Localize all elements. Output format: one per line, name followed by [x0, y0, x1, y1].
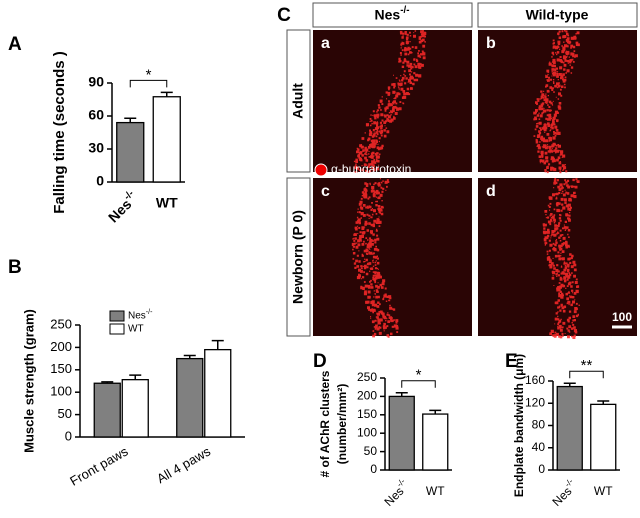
legend-swatch: [109, 310, 125, 322]
error-bar: [129, 374, 142, 380]
panel-letter: B: [8, 257, 22, 278]
row-header: Newborn (P 0): [290, 210, 306, 304]
panel-letter: D: [313, 351, 327, 372]
bar: [176, 357, 204, 438]
y-tick-label: 150: [50, 361, 72, 376]
error-bar: [429, 409, 442, 415]
signal-dots: [351, 178, 399, 338]
stain-label: α-bungarotoxin: [331, 162, 411, 176]
y-tick-label: 80: [532, 418, 546, 432]
error-bar: [211, 339, 224, 350]
error-bar: [395, 391, 408, 397]
tile-letter: b: [486, 35, 496, 52]
panel-letter: E: [505, 351, 518, 372]
significance-bracket: [569, 370, 604, 379]
row-header-box: [286, 29, 311, 173]
y-tick-label: 250: [50, 316, 72, 331]
y-tick-label: 100: [50, 384, 72, 399]
significance-bracket: [401, 380, 436, 388]
error-bar: [563, 382, 576, 387]
panel-letter: C: [277, 5, 291, 26]
bar: [152, 96, 181, 183]
bar: [121, 379, 149, 438]
column-header: Wild-type: [526, 7, 589, 23]
x-tick-label: WT: [594, 484, 613, 498]
significance-label: *: [146, 66, 152, 83]
bar: [116, 121, 145, 183]
y-tick-label: 160: [525, 373, 545, 387]
bar: [590, 403, 617, 471]
error-bar: [124, 117, 137, 123]
tile-letter: c: [321, 183, 330, 200]
bar: [204, 348, 232, 438]
column-header-box: [477, 2, 638, 28]
signal-dots: [353, 30, 427, 173]
micrographs: a b c d: [313, 30, 637, 339]
y-axis-label: Falling time (seconds ): [51, 51, 68, 214]
bar: [93, 382, 121, 438]
y-tick-label: 120: [525, 395, 545, 409]
micrograph: [478, 30, 637, 172]
y-tick-label: 200: [50, 339, 72, 354]
scale-bar-label: 100: [612, 310, 632, 324]
x-tick-label: WT: [156, 195, 178, 211]
error-bar: [101, 381, 114, 384]
tile-letter: a: [321, 35, 330, 52]
error-bar: [183, 354, 196, 359]
bar: [388, 395, 415, 471]
column-header-box: [312, 2, 473, 28]
significance-bracket: [129, 79, 168, 88]
row-header: Adult: [290, 83, 306, 119]
bar: [422, 413, 449, 471]
y-tick-label: 0: [370, 462, 377, 476]
y-tick-label: 30: [88, 140, 104, 156]
y-tick-label: 0: [538, 462, 545, 476]
error-bar: [160, 91, 173, 97]
significance-label: *: [416, 367, 422, 384]
y-axis-label: Endplate bandwidth (μm): [512, 354, 526, 497]
y-tick-label: 60: [88, 107, 104, 123]
stain-marker: [314, 163, 328, 177]
y-tick-label: 90: [88, 74, 104, 90]
y-tick-label: 100: [357, 425, 377, 439]
y-tick-label: 50: [364, 444, 378, 458]
y-tick-label: 200: [357, 389, 377, 403]
legend-label: WT: [128, 324, 144, 335]
bar: [556, 385, 583, 471]
y-axis-label: # of AChR clusters: [318, 370, 332, 477]
y-tick-label: 40: [532, 440, 546, 454]
y-tick-label: 50: [58, 406, 72, 421]
panel-letter: A: [8, 34, 22, 55]
significance-label: **: [581, 357, 593, 374]
x-tick-label: WT: [426, 484, 445, 498]
y-axis-label: Muscle strength (gram): [21, 309, 36, 453]
y-tick-label: 250: [357, 370, 377, 384]
y-tick-label: 0: [96, 173, 104, 189]
y-tick-label: 0: [65, 428, 72, 443]
tile-letter: d: [486, 183, 496, 200]
y-tick-label: 150: [357, 407, 377, 421]
micrograph: [313, 30, 472, 172]
micrograph: [313, 178, 472, 336]
signal-dots: [542, 178, 580, 339]
y-axis-label: (number/mm²): [335, 384, 349, 465]
row-header-box: [286, 177, 311, 337]
legend-swatch: [109, 323, 125, 335]
error-bar: [597, 400, 610, 405]
